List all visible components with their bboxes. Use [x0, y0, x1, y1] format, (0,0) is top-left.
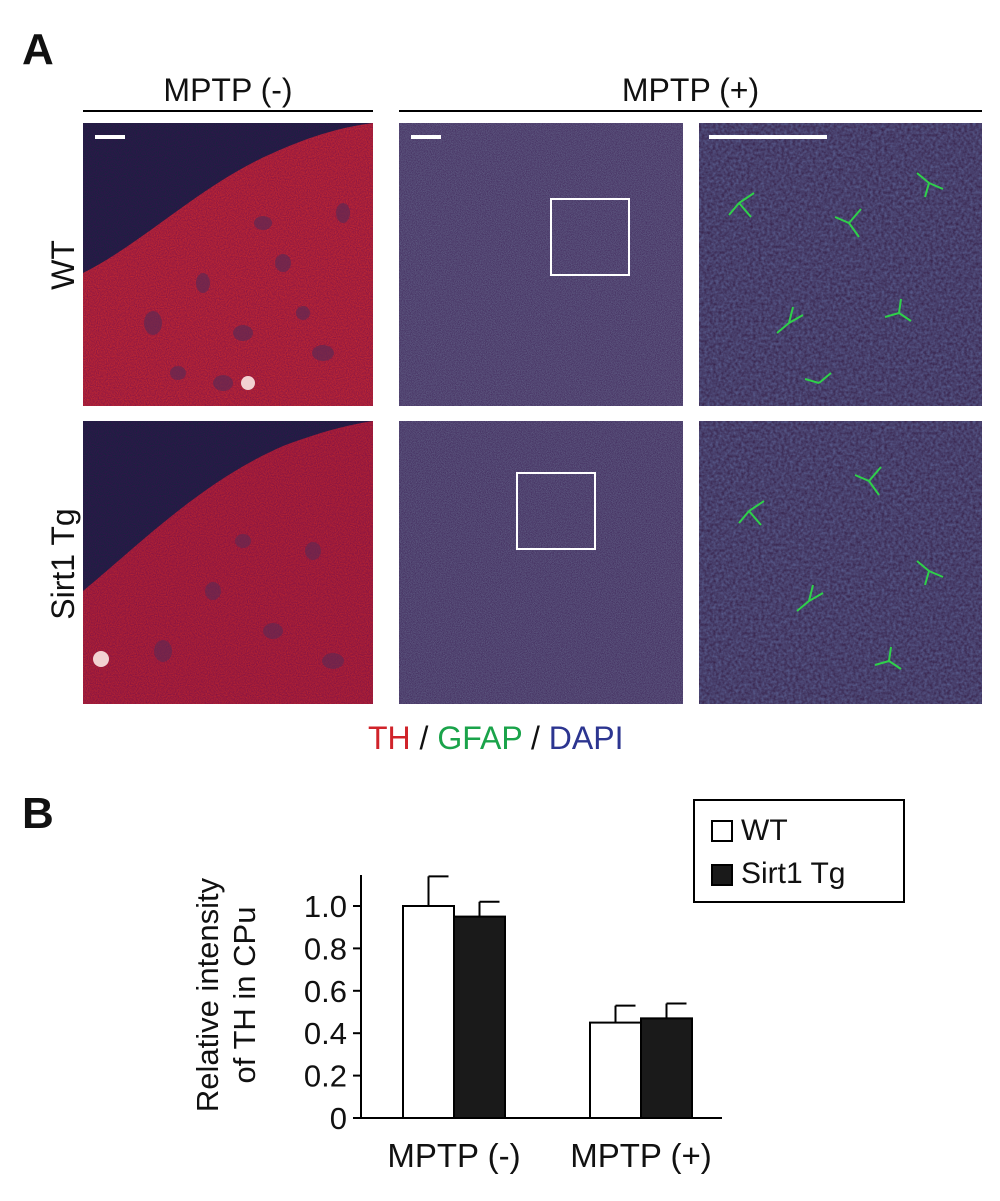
panel-a-letter: A: [22, 25, 54, 74]
header-rule-plus: [399, 110, 982, 112]
panel-b-letter: B: [22, 789, 54, 838]
y-axis-label-line1: Relative intensity: [190, 877, 225, 1112]
zoom-box: [516, 472, 596, 550]
legend-swatch-wt: [711, 820, 733, 842]
legend-label-wt: WT: [741, 814, 788, 847]
scale-bar: [411, 135, 441, 139]
legend-label-sirt1-tg: Sirt1 Tg: [741, 857, 846, 890]
micrograph-wt-mptp-plus: [399, 123, 683, 406]
header-mptp-plus: MPTP (+): [621, 72, 760, 108]
header-mptp-minus: MPTP (-): [163, 72, 293, 108]
stain-separator: /: [410, 720, 438, 756]
stain-gfap-label: GFAP: [437, 720, 523, 756]
y-tick-label: 0.2: [304, 1059, 347, 1094]
bar-sirt1-tg: [640, 1017, 693, 1119]
bar-sirt1-tg: [453, 915, 506, 1119]
micrograph-sirt1-mptp-plus-zoom: [699, 421, 982, 704]
scale-bar: [709, 135, 827, 139]
zoom-box: [550, 198, 630, 276]
y-tick-label: 0.6: [304, 974, 347, 1009]
stain-separator: /: [522, 720, 549, 756]
y-tick-label: 0.8: [304, 931, 347, 966]
chart-legend: WT Sirt1 Tg: [693, 799, 905, 903]
stain-dapi-label: DAPI: [548, 720, 624, 756]
y-tick-label: 1.0: [304, 889, 347, 924]
y-tick-label: 0: [330, 1101, 347, 1136]
bar-wt: [402, 905, 455, 1119]
y-axis-label-line2: of TH in CPu: [227, 907, 262, 1084]
stain-th-label: TH: [368, 720, 411, 756]
legend-swatch-sirt1-tg: [711, 864, 733, 886]
header-rule-minus: [83, 110, 373, 112]
y-tick-label: 0.4: [304, 1016, 347, 1051]
bar-wt: [589, 1021, 642, 1119]
micrograph-sirt1-mptp-plus: [399, 421, 683, 704]
stain-legend: TH / GFAP / DAPI: [368, 722, 623, 754]
micrograph-wt-mptp-plus-zoom: [699, 123, 982, 406]
x-category-label: MPTP (-): [387, 1137, 520, 1174]
x-category-label: MPTP (+): [570, 1137, 712, 1174]
micrograph-wt-mptp-minus: [83, 123, 373, 406]
y-axis-label: Relative intensity of TH in CPu: [190, 877, 262, 1112]
scale-bar: [95, 135, 125, 139]
micrograph-sirt1-mptp-minus: [83, 421, 373, 704]
